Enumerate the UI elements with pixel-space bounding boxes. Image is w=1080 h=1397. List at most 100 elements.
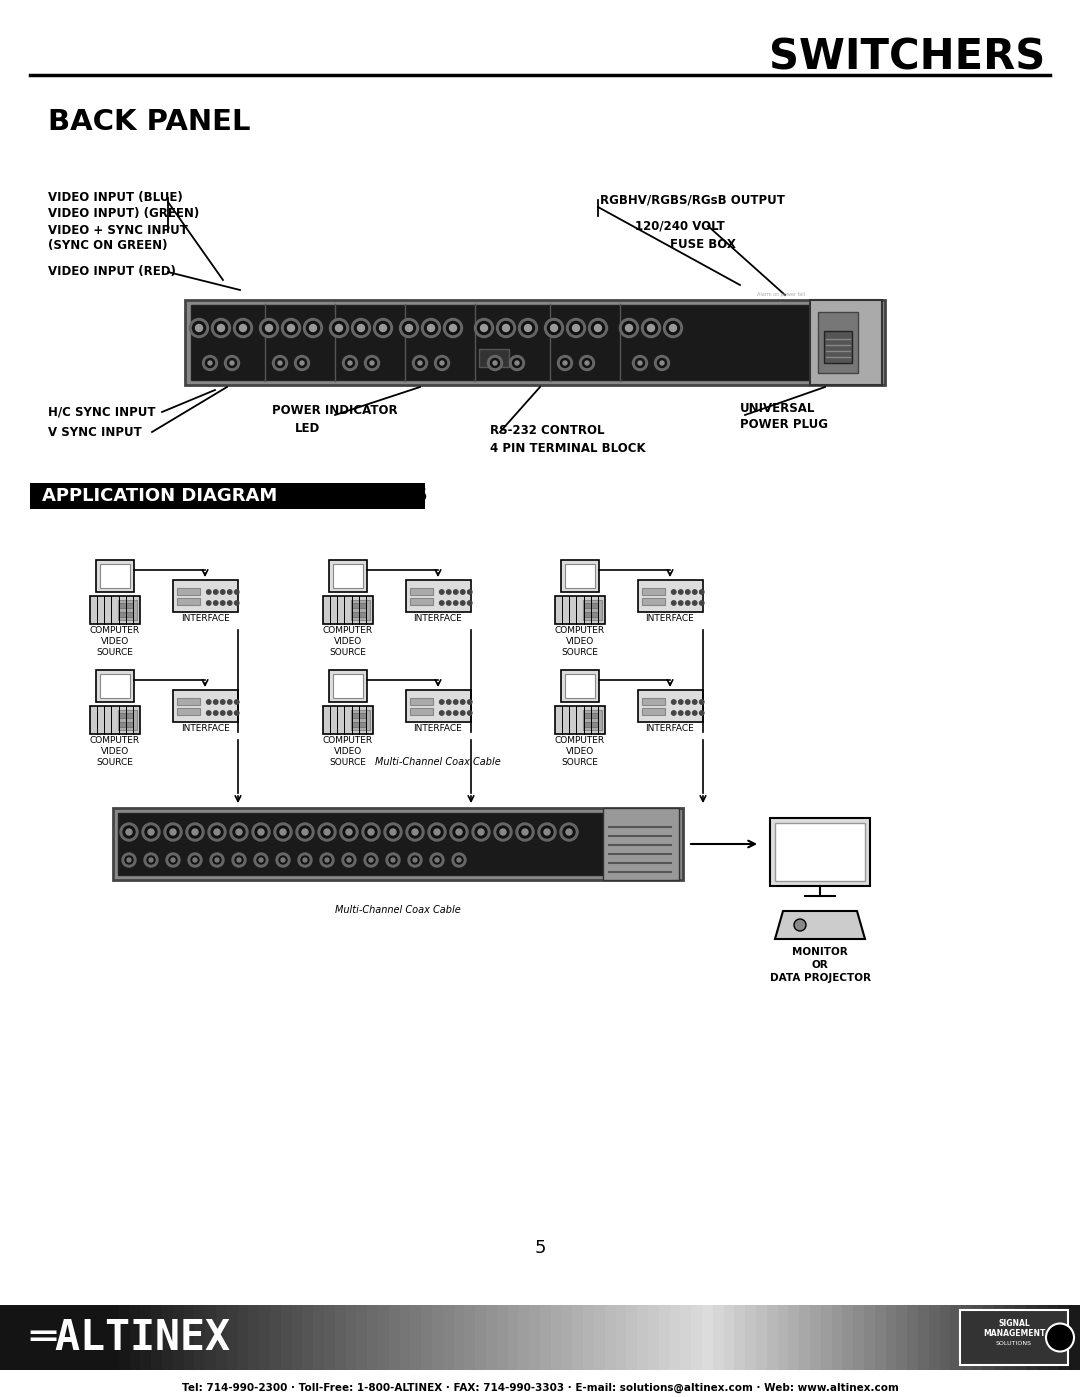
Circle shape <box>544 319 564 338</box>
Circle shape <box>228 711 232 715</box>
Circle shape <box>166 854 180 868</box>
Circle shape <box>148 828 154 835</box>
Text: LED: LED <box>295 422 321 434</box>
Circle shape <box>460 700 465 704</box>
Circle shape <box>416 359 424 367</box>
Bar <box>176 598 200 605</box>
Circle shape <box>700 601 704 605</box>
Bar <box>22 1305 44 1370</box>
Bar <box>745 1305 757 1370</box>
Circle shape <box>692 700 697 704</box>
Circle shape <box>126 828 132 835</box>
Circle shape <box>318 823 336 841</box>
Circle shape <box>566 828 572 835</box>
Circle shape <box>220 601 225 605</box>
Circle shape <box>450 823 468 841</box>
Circle shape <box>208 360 212 365</box>
Circle shape <box>123 826 135 838</box>
Circle shape <box>276 854 291 868</box>
Circle shape <box>435 858 438 862</box>
Circle shape <box>345 856 353 863</box>
Bar <box>475 1305 487 1370</box>
Circle shape <box>206 700 211 704</box>
Bar <box>603 807 679 880</box>
Circle shape <box>686 590 690 594</box>
Circle shape <box>569 321 582 334</box>
Text: 5: 5 <box>535 1239 545 1257</box>
Bar <box>238 1305 249 1370</box>
Circle shape <box>454 711 458 715</box>
Circle shape <box>686 711 690 715</box>
Text: RGBHV/RGBS/RGsB OUTPUT: RGBHV/RGBS/RGsB OUTPUT <box>600 194 785 207</box>
Text: POWER PLUG: POWER PLUG <box>740 419 828 432</box>
Circle shape <box>125 856 133 863</box>
Bar <box>1037 1305 1049 1370</box>
Circle shape <box>214 711 218 715</box>
Circle shape <box>343 826 355 838</box>
Circle shape <box>446 711 451 715</box>
Circle shape <box>474 319 494 338</box>
Circle shape <box>367 856 375 863</box>
Text: MANAGEMENT: MANAGEMENT <box>983 1329 1045 1338</box>
Bar <box>562 1305 573 1370</box>
Circle shape <box>428 823 446 841</box>
Bar <box>454 1305 465 1370</box>
Circle shape <box>149 858 153 862</box>
Circle shape <box>557 355 572 370</box>
Bar <box>767 1305 779 1370</box>
Bar <box>875 1305 887 1370</box>
Text: INTERFACE: INTERFACE <box>646 724 694 733</box>
Bar <box>118 710 136 731</box>
Bar <box>626 1305 649 1370</box>
Circle shape <box>171 858 175 862</box>
Circle shape <box>233 826 245 838</box>
Circle shape <box>492 360 497 365</box>
Bar <box>216 1305 239 1370</box>
Circle shape <box>274 823 292 841</box>
Bar <box>637 580 702 612</box>
Circle shape <box>405 324 413 331</box>
Bar <box>896 1305 908 1370</box>
Bar <box>724 1305 735 1370</box>
Bar <box>352 612 366 617</box>
Bar <box>497 1305 519 1370</box>
Circle shape <box>434 828 440 835</box>
Circle shape <box>642 319 661 338</box>
Bar <box>775 823 865 882</box>
Circle shape <box>210 854 224 868</box>
Circle shape <box>342 854 356 868</box>
Polygon shape <box>775 911 865 939</box>
Circle shape <box>302 828 308 835</box>
Circle shape <box>499 321 513 334</box>
Bar <box>130 1305 152 1370</box>
Circle shape <box>446 601 451 605</box>
Bar <box>421 1305 433 1370</box>
Circle shape <box>525 324 531 331</box>
Bar <box>605 1305 627 1370</box>
Circle shape <box>206 711 211 715</box>
Circle shape <box>444 319 462 338</box>
Bar <box>950 1305 973 1370</box>
Bar <box>886 1305 897 1370</box>
Circle shape <box>234 700 239 704</box>
Circle shape <box>374 319 392 338</box>
Circle shape <box>454 700 458 704</box>
Bar <box>238 1305 260 1370</box>
Circle shape <box>403 321 416 334</box>
Circle shape <box>413 355 428 370</box>
Circle shape <box>430 854 444 868</box>
Circle shape <box>672 711 676 715</box>
Bar <box>302 1305 314 1370</box>
Bar <box>65 1305 77 1370</box>
Bar <box>584 612 598 617</box>
Bar <box>432 1305 444 1370</box>
Bar <box>1015 1305 1038 1370</box>
Circle shape <box>234 711 239 715</box>
Circle shape <box>203 355 217 370</box>
Circle shape <box>561 359 569 367</box>
Circle shape <box>164 823 183 841</box>
Circle shape <box>284 321 297 334</box>
Bar <box>405 580 471 612</box>
Circle shape <box>460 601 465 605</box>
Text: FUSE BOX: FUSE BOX <box>670 237 735 250</box>
